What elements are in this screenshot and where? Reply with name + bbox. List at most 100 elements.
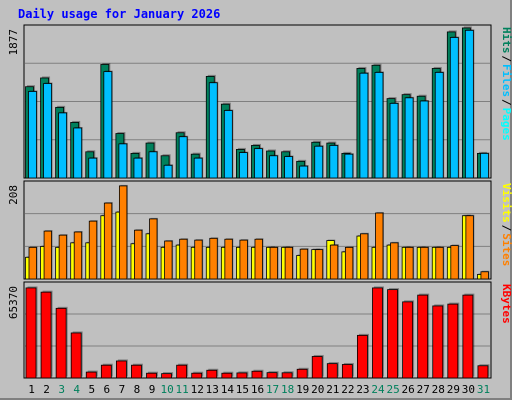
legend-files: Files (500, 64, 512, 97)
kbytes-bar (115, 360, 127, 379)
x-tick-label: 28 (432, 383, 445, 396)
sites-bar (88, 220, 98, 280)
files-bar (314, 145, 324, 179)
legend-separator: / (500, 55, 512, 62)
files-bar (329, 145, 339, 179)
chart-title: Daily usage for January 2026 (18, 7, 221, 21)
kbytes-bar (100, 364, 112, 379)
x-tick-label: 29 (447, 383, 460, 396)
kbytes-bar (131, 364, 142, 379)
files-bar (133, 157, 143, 179)
legend-sites: Sites (500, 233, 512, 266)
kbytes-bar (372, 287, 383, 379)
files-bar (434, 72, 444, 179)
x-tick-label: 16 (251, 383, 264, 396)
files-bar (374, 72, 384, 179)
files-bar (404, 97, 414, 179)
x-tick-label: 17 (266, 383, 279, 396)
kbytes-bar (341, 364, 353, 379)
files-bar (449, 37, 459, 179)
sites-bar (299, 248, 309, 280)
files-bar (464, 29, 474, 179)
kbytes-bar (146, 372, 157, 379)
sites-bar (465, 215, 474, 280)
kbytes-bar (387, 289, 398, 379)
sites-bar (450, 245, 459, 280)
files-bar (419, 100, 429, 179)
kbytes-bar (70, 332, 82, 379)
sites-bar (344, 246, 354, 280)
kbytes-bar (25, 287, 37, 379)
sites-bar (360, 233, 369, 280)
x-tick-label: 19 (296, 383, 309, 396)
sites-bar (239, 239, 248, 280)
kbytes-bar (477, 365, 489, 379)
files-bar (254, 148, 263, 179)
sites-bar (405, 246, 414, 280)
sites-bar (375, 212, 384, 280)
files-bar (284, 156, 293, 179)
kbytes-bar (447, 303, 459, 379)
files-bar (299, 165, 309, 179)
sites-bar (480, 271, 489, 280)
x-tick-label: 9 (149, 383, 156, 396)
x-tick-label: 30 (462, 383, 475, 396)
kbytes-bar (296, 368, 308, 379)
sites-bar (284, 246, 293, 280)
kbytes-bar (417, 294, 429, 379)
kbytes-bar (311, 356, 323, 379)
legend-visits: Visits (500, 183, 512, 223)
files-bar (103, 71, 113, 179)
x-tick-label: 20 (311, 383, 324, 396)
sites-bar (420, 246, 429, 280)
files-bar (389, 102, 399, 179)
sites-bar (28, 246, 37, 280)
sites-bar (73, 231, 83, 280)
kbytes-bar (176, 364, 188, 379)
files-bar (58, 112, 68, 179)
x-tick-label: 22 (341, 383, 354, 396)
files-bar (28, 91, 37, 179)
x-tick-label: 24 (371, 383, 385, 396)
legend-kbytes: KBytes (500, 284, 512, 324)
y-axis-max-label: 65370 (7, 286, 20, 319)
files-bar (359, 72, 369, 179)
sites-bar (390, 242, 399, 280)
kbytes-bar (266, 372, 278, 379)
kbytes-bar (40, 291, 52, 379)
legend-hits: Hits (500, 27, 512, 54)
x-tick-label: 21 (326, 383, 339, 396)
x-tick-label: 14 (221, 383, 235, 396)
x-tick-label: 23 (356, 383, 369, 396)
x-tick-label: 10 (160, 383, 173, 396)
sites-bar (134, 229, 143, 280)
x-tick-label: 2 (43, 383, 50, 396)
files-bar (344, 153, 354, 179)
files-bar (223, 110, 233, 179)
kbytes-bar (402, 301, 414, 379)
sites-bar (103, 202, 113, 280)
kbytes-bar (236, 372, 248, 379)
x-tick-label: 6 (104, 383, 111, 396)
sites-bar (43, 230, 52, 280)
kbytes-bar (462, 294, 474, 379)
x-tick-label: 27 (417, 383, 430, 396)
x-tick-label: 8 (134, 383, 141, 396)
files-bar (239, 152, 248, 179)
sites-bar (118, 185, 128, 280)
sites-bar (254, 238, 263, 280)
files-bar (88, 157, 98, 179)
sites-bar (269, 246, 278, 280)
sites-bar (435, 246, 444, 280)
x-tick-label: 18 (281, 383, 294, 396)
x-tick-label: 3 (58, 383, 65, 396)
legend-separator: / (500, 99, 512, 106)
kbytes-bar (161, 373, 172, 379)
x-tick-label: 31 (477, 383, 490, 396)
kbytes-bar (432, 305, 444, 379)
x-tick-label: 26 (402, 383, 415, 396)
x-tick-label: 12 (191, 383, 204, 396)
files-bar (480, 152, 489, 179)
legend-separator: / (500, 225, 512, 232)
